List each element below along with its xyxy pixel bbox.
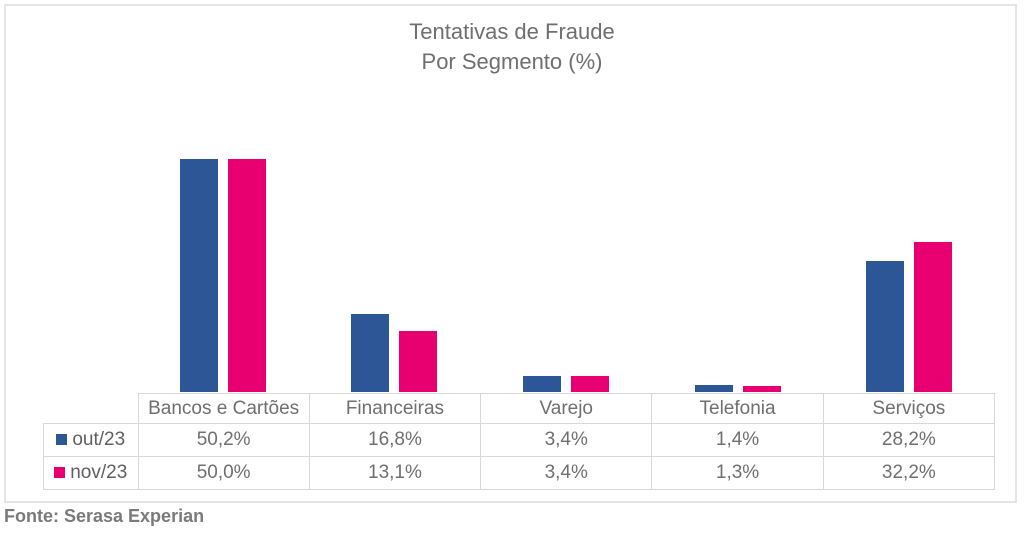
value-cell-out-23-bancos-e-cartoes: 50,2% [137,423,310,457]
chart-title-line-2: Por Segmento (%) [421,49,603,74]
category-header-bancos-e-cartoes: Bancos e Cartões [137,393,310,424]
source-note: Fonte: Serasa Experian [4,506,205,526]
value-cell-out-23-telefonia: 1,4% [651,423,824,457]
legend-swatch-nov-23 [54,467,66,478]
legend-swatch-out-23 [56,434,68,445]
series-label-nov-23: nov/23 [43,456,139,490]
value-cell-nov-23-financeiras: 13,1% [308,456,482,490]
chart-title-line-1: Tentativas de Fraude [409,19,615,44]
table-corner-cell [44,394,139,424]
value-cell-nov-23-varejo: 3,4% [480,456,653,490]
chart-data-table: Bancos e Cartões Financeiras Varejo Telefon… [43,393,996,490]
series-label-out-23: out/23 [43,423,139,457]
category-header-varejo: Varejo [480,393,653,424]
value-cell-nov-23-bancos-e-cartoes: 50,0% [137,456,310,490]
category-header-financeiras: Financeiras [308,393,482,424]
value-cell-nov-23-telefonia: 1,3% [651,456,824,490]
category-header-servicos: Serviços [822,393,996,424]
table-row-out-23: out/23 50,2% 16,8% 3,4% 1,4% 28,2% [43,423,996,457]
table-row-nov-23: nov/23 50,0% 13,1% 3,4% 1,3% 32,2% [43,456,996,490]
value-cell-out-23-varejo: 3,4% [480,423,653,457]
value-cell-nov-23-servicos: 32,2% [822,456,996,490]
value-cell-out-23-servicos: 28,2% [822,423,996,457]
chart-title: Tentativas de Fraude Por Segmento (%) [0,17,1024,77]
category-header-telefonia: Telefonia [651,393,824,424]
value-cell-out-23-financeiras: 16,8% [308,423,482,457]
